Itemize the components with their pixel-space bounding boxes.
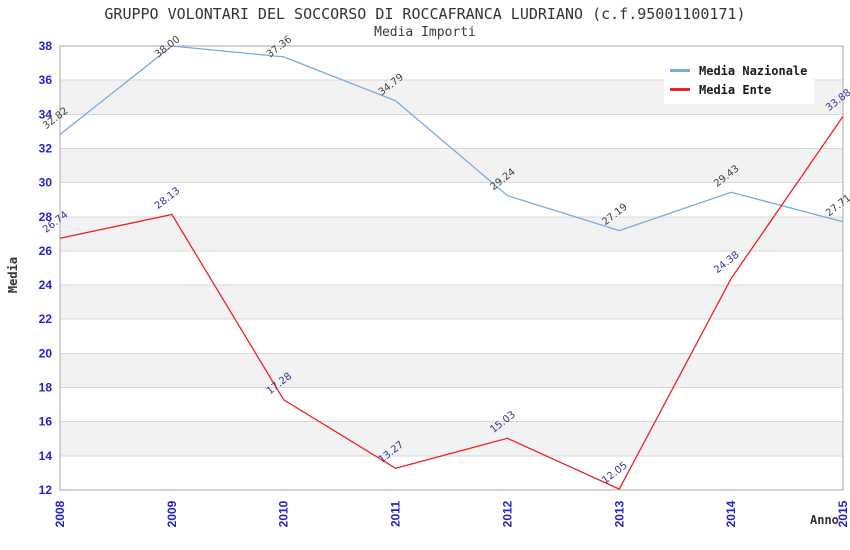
y-tick-label: 26 [39,244,53,258]
plot-band [60,216,843,251]
y-tick-label: 14 [39,449,53,463]
legend-line-marker-blue [670,69,690,72]
chart-subtitle: Media Importi [374,25,476,40]
y-tick-label: 16 [39,415,53,429]
y-tick-label: 34 [39,107,53,121]
chart-title: GRUPPO VOLONTARI DEL SOCCORSO DI ROCCAFR… [104,5,746,23]
y-tick-label: 36 [39,73,53,87]
series-line-media-nazionale [59,45,844,232]
series-line-media-ente [59,116,844,490]
legend-label: Media Nazionale [699,63,808,78]
y-tick-label: 20 [39,346,53,360]
x-tick-label: 2015 [836,500,850,527]
x-tick-label: 2014 [724,500,738,527]
x-tick-label: 2013 [612,500,626,527]
y-tick-label: 12 [39,483,53,497]
y-tick-label: 22 [39,312,53,326]
legend-box: Media Nazionale Media Ente [664,56,814,104]
y-axis-title: Media [6,256,20,294]
y-tick-label: 24 [39,278,53,292]
x-tick-label: 2011 [389,501,403,527]
y-tick-label: 38 [39,39,53,53]
x-tick-label: 2008 [53,500,67,527]
legend-item-media-nazionale: Media Nazionale [670,61,808,80]
plot-band [60,250,843,286]
plot-band [60,114,843,149]
legend-item-media-ente: Media Ente [670,80,808,99]
plot-border [59,45,844,491]
plot-band [60,353,843,388]
plot-band [60,421,843,456]
plot-band [60,319,843,354]
plot-band [60,387,843,422]
x-tick-label: 2010 [277,500,291,527]
x-tick-label: 2012 [500,500,514,527]
x-tick-label: 2009 [165,500,179,527]
plot-band [60,455,843,490]
x-axis-title: Anno [810,513,839,527]
legend-label: Media Ente [699,82,772,97]
y-tick-label: 32 [39,142,53,156]
y-tick-label: 28 [39,210,53,224]
y-tick-label: 30 [39,176,53,190]
y-tick-label: 18 [39,381,53,395]
plot-band [60,182,843,217]
legend-line-marker-red [670,88,690,91]
plot-band [60,148,843,183]
